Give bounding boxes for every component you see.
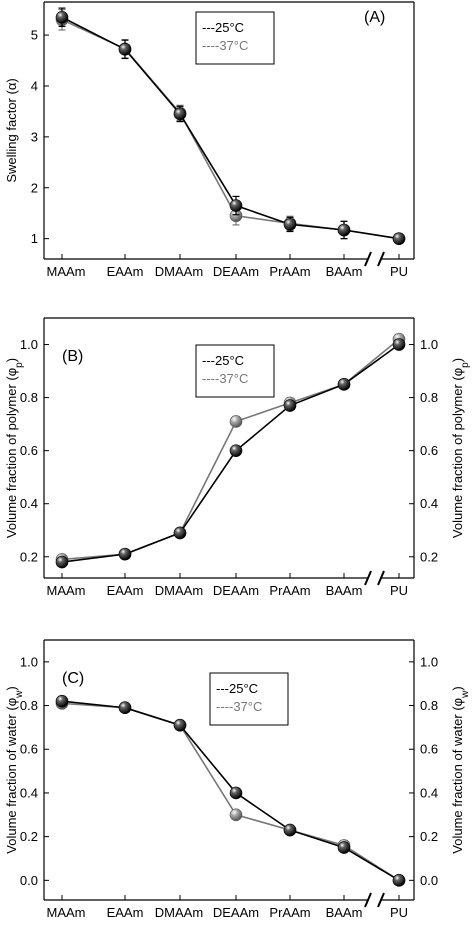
- panel-label: (A): [364, 9, 385, 26]
- x-tick-label: DEAAm: [213, 264, 259, 279]
- legend-box: [209, 672, 289, 726]
- data-point: [283, 399, 297, 412]
- chart-panel-2: MAAm EAAm DMAAm DEAAm PrAAm BAAm PU 0.2 0.2 0.4 0.…: [4, 317, 471, 598]
- y-tick-label: 0.0: [20, 873, 38, 888]
- data-point: [55, 10, 69, 24]
- axis-break-mark: [364, 570, 372, 586]
- x-tick-label: DMAAm: [155, 905, 203, 920]
- legend-entry: ---25°C: [202, 353, 244, 368]
- y-tick-label: 1.0: [20, 654, 38, 669]
- data-point: [392, 338, 406, 351]
- y-tick-label: 0.2: [20, 549, 38, 564]
- legend-box: [195, 344, 275, 398]
- y-axis-title-right: Volume fraction of polymer (φp): [450, 358, 471, 538]
- y-tick-label: 0.8: [20, 390, 38, 405]
- x-tick-label: DMAAm: [155, 583, 203, 598]
- y-tick-label: 0.4: [20, 496, 38, 511]
- data-point: [229, 444, 243, 457]
- right-y-tick-label: 0.4: [420, 496, 438, 511]
- data-point: [229, 786, 243, 800]
- right-y-tick-label: 0.2: [420, 829, 438, 844]
- panel-label: (C): [62, 670, 84, 687]
- x-tick-label: PU: [390, 905, 408, 920]
- data-point: [118, 43, 132, 56]
- x-tick-label: PrAAm: [269, 264, 310, 279]
- panel-label: (B): [62, 348, 83, 365]
- legend-entry: ----37°C: [216, 699, 262, 714]
- y-tick-label: 0.6: [20, 742, 38, 757]
- x-tick-label: MAAm: [47, 905, 86, 920]
- x-tick-label: MAAm: [47, 264, 86, 279]
- axis-break-mark: [377, 892, 385, 908]
- x-tick-label: BAAm: [326, 583, 363, 598]
- right-y-tick-label: 0.0: [420, 873, 438, 888]
- y-tick-label: 0.8: [20, 698, 38, 713]
- data-point: [392, 874, 406, 887]
- x-tick-label: PrAAm: [269, 905, 310, 920]
- x-tick-label: EAAm: [107, 905, 144, 920]
- y-axis-title-right: Volume fraction of water (φw): [450, 686, 471, 853]
- data-point: [55, 555, 69, 569]
- x-tick-label: BAAm: [326, 905, 363, 920]
- right-y-tick-label: 0.2: [420, 549, 438, 564]
- legend-entry: ---25°C: [216, 681, 258, 696]
- y-axis-title: Swelling factor (α): [4, 78, 19, 182]
- right-y-tick-label: 0.6: [420, 443, 438, 458]
- x-tick-label: PU: [390, 583, 408, 598]
- data-point: [229, 199, 243, 212]
- x-tick-label: MAAm: [47, 583, 86, 598]
- y-tick-label: 1.0: [20, 337, 38, 352]
- y-tick-label: 0.2: [20, 829, 38, 844]
- y-tick-label: 5: [31, 28, 38, 43]
- data-point: [392, 232, 406, 245]
- right-y-tick-label: 1.0: [420, 654, 438, 669]
- y-tick-label: 0.6: [20, 443, 38, 458]
- legend-box: [195, 11, 275, 65]
- right-y-tick-label: 0.8: [420, 390, 438, 405]
- legend-entry: ---25°C: [202, 20, 244, 35]
- y-tick-label: 2: [31, 180, 38, 195]
- legend-entry: ----37°C: [202, 38, 248, 53]
- y-tick-label: 3: [31, 129, 38, 144]
- data-point: [229, 808, 243, 822]
- axis-break-mark: [364, 251, 372, 267]
- chart-panel-1: MAAm EAAm DMAAm DEAAm PrAAm BAAm PU 1 2 3 4 5 Swelli…: [4, 1, 415, 279]
- data-point: [55, 694, 69, 708]
- x-tick-label: BAAm: [326, 264, 363, 279]
- data-point: [337, 841, 351, 854]
- x-tick-label: DMAAm: [155, 264, 203, 279]
- right-y-tick-label: 1.0: [420, 337, 438, 352]
- axis-break-mark: [364, 892, 372, 908]
- right-y-tick-label: 0.6: [420, 742, 438, 757]
- chart-panel-3: MAAm EAAm DMAAm DEAAm PrAAm BAAm PU 0.0 0.0 0.2 0.…: [4, 639, 471, 920]
- right-y-tick-label: 0.4: [420, 785, 438, 800]
- data-point: [283, 823, 297, 837]
- data-point: [283, 218, 297, 231]
- data-point: [337, 223, 351, 237]
- data-point: [173, 718, 187, 732]
- data-point: [173, 526, 187, 540]
- legend-entry: ----37°C: [202, 371, 248, 386]
- axis-break-mark: [377, 251, 385, 267]
- x-tick-label: EAAm: [107, 264, 144, 279]
- x-tick-label: EAAm: [107, 583, 144, 598]
- x-tick-label: DEAAm: [213, 905, 259, 920]
- y-tick-label: 4: [31, 78, 38, 93]
- x-tick-label: DEAAm: [213, 583, 259, 598]
- right-y-tick-label: 0.8: [420, 698, 438, 713]
- y-tick-label: 1: [31, 231, 38, 246]
- x-tick-label: PU: [390, 264, 408, 279]
- axis-break-mark: [377, 570, 385, 586]
- data-point: [173, 107, 187, 121]
- data-point: [118, 701, 132, 715]
- y-tick-label: 0.4: [20, 785, 38, 800]
- data-point: [337, 378, 351, 391]
- data-point: [229, 415, 243, 428]
- data-point: [118, 547, 132, 561]
- x-tick-label: PrAAm: [269, 583, 310, 598]
